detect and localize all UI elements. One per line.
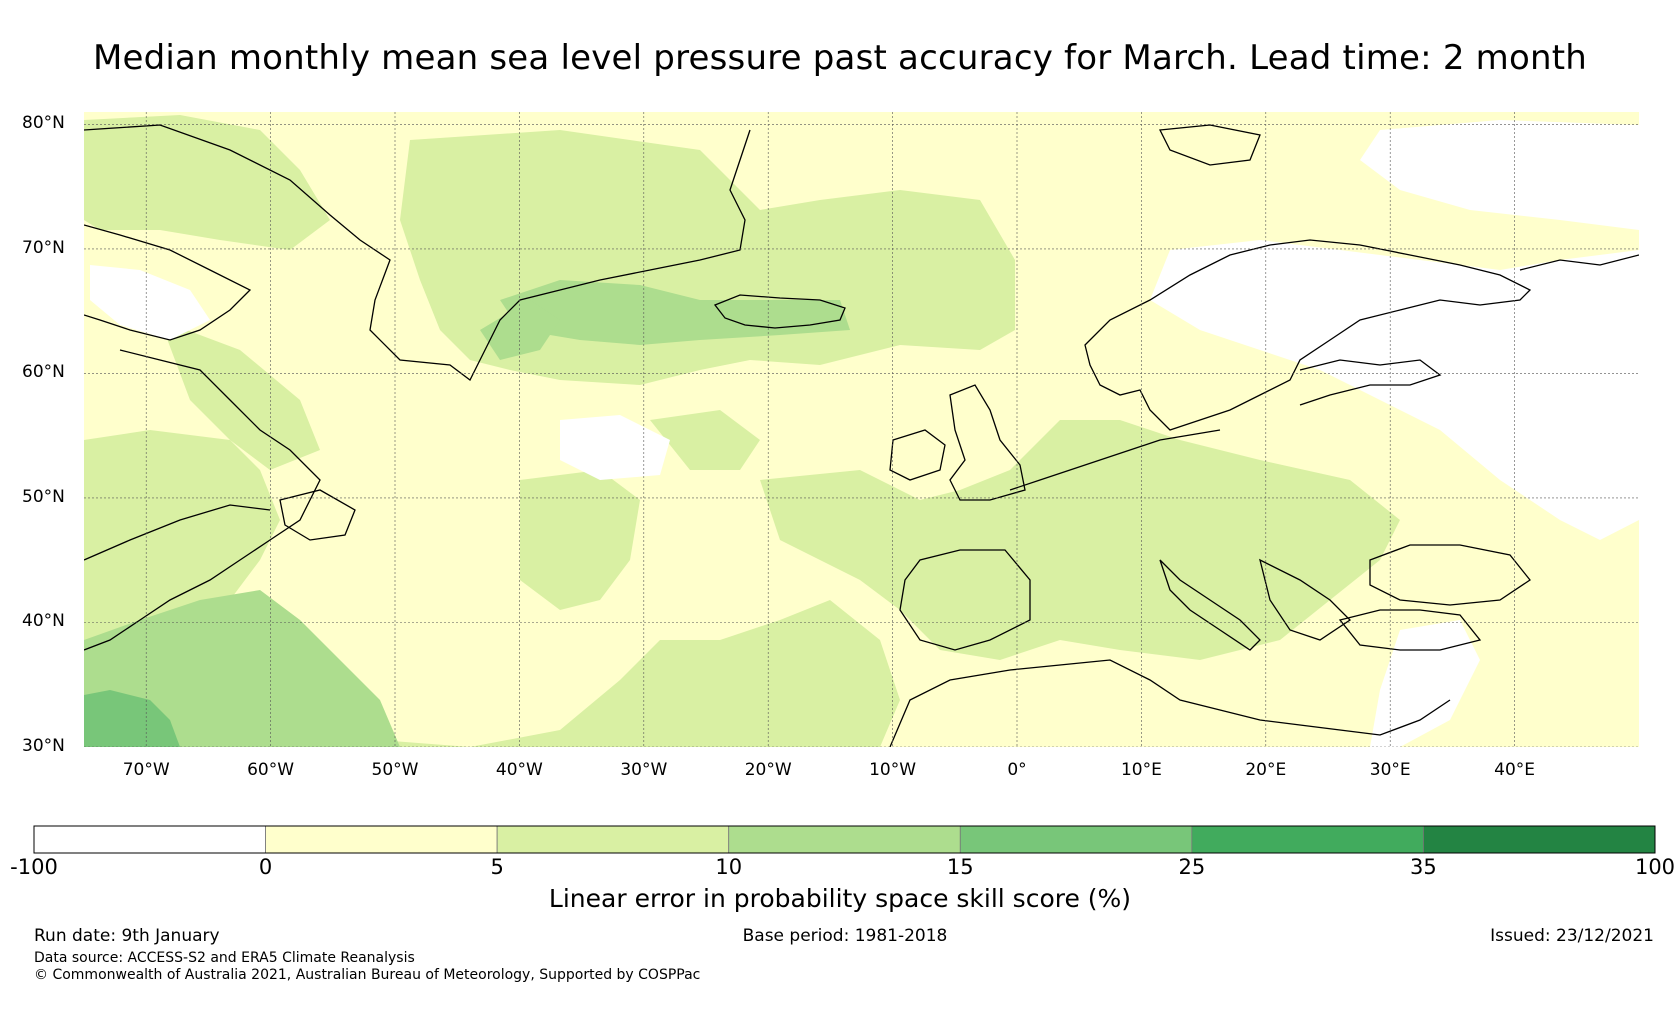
balkans-coast xyxy=(1259,558,1352,641)
colorbar-segment xyxy=(728,825,961,854)
mid-atlantic-negative-region xyxy=(560,415,670,480)
lon-label: 50°W xyxy=(371,760,419,780)
northwest-atlantic-skill-region xyxy=(84,430,900,747)
north-atlantic-skill-region xyxy=(520,470,640,610)
europe-skill-region xyxy=(760,420,1400,660)
colorbar xyxy=(33,825,1656,854)
colorbar-tick-label: 0 xyxy=(258,855,273,879)
labrador-coast xyxy=(84,349,321,651)
lat-label: 50°N xyxy=(22,486,65,507)
canadian-arctic-skill-region xyxy=(84,115,330,250)
lon-label: 0° xyxy=(1007,760,1027,780)
colorbar-tick-label: -100 xyxy=(10,855,58,879)
colorbar-tick-label: 35 xyxy=(1410,855,1437,879)
colorbar-outline xyxy=(33,825,1656,854)
skill-regions-10-15 xyxy=(84,280,850,747)
chart-title: Median monthly mean sea level pressure p… xyxy=(92,38,1588,78)
denmark-strait-skill-region xyxy=(500,280,850,345)
lon-label: 20°W xyxy=(744,760,792,780)
st-lawrence-coast xyxy=(84,504,271,561)
newfoundland-coast xyxy=(279,489,356,541)
lat-label: 60°N xyxy=(22,362,65,383)
lon-label: 40°E xyxy=(1494,760,1536,780)
italy-coast xyxy=(1159,559,1261,651)
copyright-notice: © Commonwealth of Australia 2021, Austra… xyxy=(34,967,701,983)
scandinavia-negative-region xyxy=(1150,240,1639,540)
lat-label: 80°N xyxy=(22,113,65,134)
colorbar-tick-label: 15 xyxy=(946,855,974,879)
issued-date: Issued: 23/12/2021 xyxy=(1490,926,1654,946)
black-sea-coast xyxy=(1369,544,1531,606)
colorbar-title: Linear error in probability space skill … xyxy=(548,884,1132,913)
colorbar-tick-label: 100 xyxy=(1634,855,1676,879)
greenland-coast xyxy=(84,124,751,381)
colorbar-tick-label: 25 xyxy=(1178,855,1206,879)
run-date: Run date: 9th January xyxy=(34,926,220,946)
graticule xyxy=(84,112,1639,747)
base-period: Base period: 1981-2018 xyxy=(742,926,948,946)
lat-label: 40°N xyxy=(22,611,65,632)
lon-label: 30°E xyxy=(1369,760,1411,780)
colorbar-segment xyxy=(265,825,498,854)
colorbar-tick-label: 5 xyxy=(490,855,504,879)
lon-label: 70°W xyxy=(122,760,170,780)
baffin-negative-region xyxy=(90,265,210,340)
britain-coast xyxy=(949,384,1026,501)
turkey-coast xyxy=(1338,609,1482,651)
southwest-atlantic-skill-region xyxy=(84,590,400,747)
map-plot-area xyxy=(84,112,1639,747)
mid-atlantic-skill-region xyxy=(650,410,760,470)
colorbar-segment xyxy=(496,825,730,854)
svalbard-negative-region xyxy=(1360,120,1639,230)
lat-label: 30°N xyxy=(22,736,65,756)
colorbar-segment xyxy=(1423,825,1656,854)
colorbar-tick-label: 10 xyxy=(715,855,743,879)
lon-label: 10°W xyxy=(869,760,917,780)
lon-label: 30°W xyxy=(620,760,668,780)
baltic-coast xyxy=(1299,359,1442,406)
iceland-sea-skill-region xyxy=(480,300,560,360)
colorbar-segment xyxy=(33,825,266,854)
coastlines xyxy=(84,124,1639,747)
skill-regions-negative xyxy=(90,120,1639,747)
iberia-coast xyxy=(899,549,1031,651)
data-source: Data source: ACCESS-S2 and ERA5 Climate … xyxy=(34,950,415,966)
levant-negative-region xyxy=(1370,620,1480,747)
lon-label: 20°E xyxy=(1245,760,1287,780)
lon-label: 60°W xyxy=(247,760,295,780)
europe-mainland-coast xyxy=(1009,429,1221,491)
skill-regions-15-25 xyxy=(84,690,180,747)
svalbard-coast xyxy=(1158,124,1261,166)
colorbar-segment xyxy=(1191,825,1424,854)
lon-label: 40°W xyxy=(495,760,543,780)
north-africa-coast xyxy=(889,659,1451,747)
labrador-skill-region xyxy=(160,320,320,470)
sargasso-skill-region xyxy=(84,690,180,747)
colorbar-segment xyxy=(959,825,1193,854)
ireland-coast xyxy=(889,429,946,481)
lon-label: 10°E xyxy=(1120,760,1162,780)
baffin-coast xyxy=(84,224,252,341)
iceland-coast xyxy=(713,294,846,329)
lat-label: 70°N xyxy=(22,237,65,258)
scandinavia-coast xyxy=(1084,239,1532,431)
russia-arctic-coast xyxy=(1519,254,1639,271)
